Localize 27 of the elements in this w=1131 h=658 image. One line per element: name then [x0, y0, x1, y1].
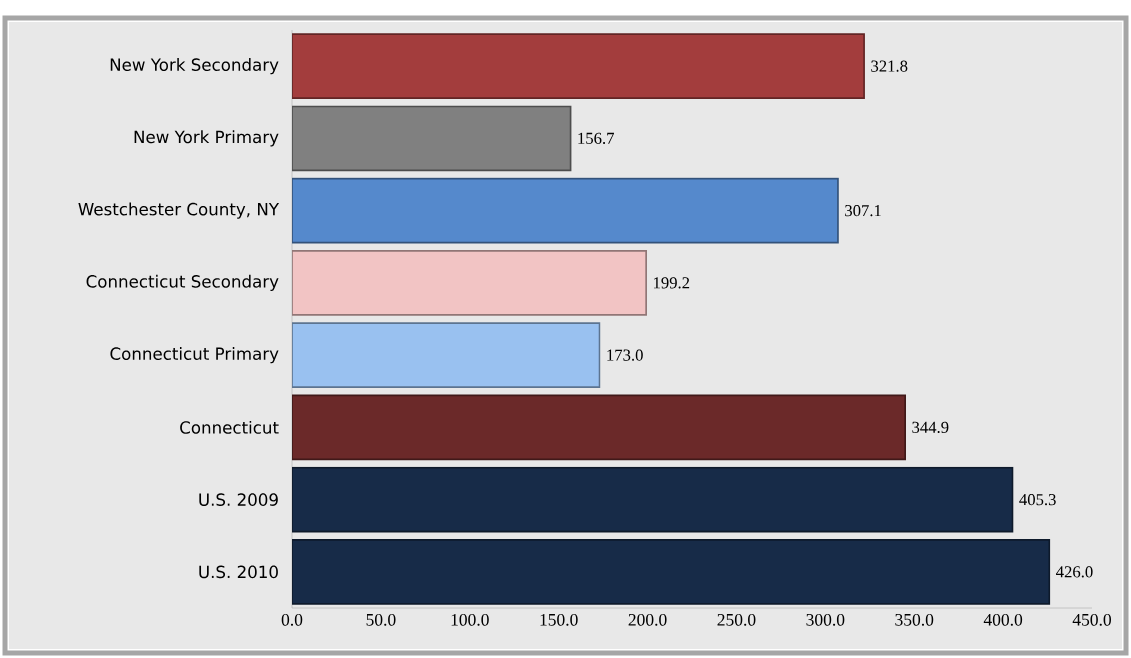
- data-label: 156.7: [578, 132, 615, 145]
- data-label: 173.0: [607, 349, 643, 361]
- y-tick-label: U.S. 2009: [199, 493, 278, 506]
- y-tick-label: Connecticut: [180, 420, 279, 434]
- y-tick-label: Connecticut Primary: [110, 347, 279, 364]
- data-label: 307.1: [845, 204, 881, 217]
- x-tick-label: 350.0: [895, 613, 934, 626]
- y-tick-label: Connecticut Secondary: [86, 274, 279, 291]
- x-tick-label: 300.0: [806, 613, 845, 626]
- y-tick-label: Westchester County, NY: [78, 202, 280, 219]
- data-label: 344.9: [912, 421, 949, 434]
- bar: [292, 250, 647, 316]
- x-tick-label: 400.0: [983, 613, 1023, 626]
- x-tick-label: 100.0: [451, 613, 489, 626]
- x-tick-label: 250.0: [717, 613, 756, 626]
- y-tick-label: New York Primary: [134, 130, 279, 147]
- data-label: 405.3: [1019, 493, 1056, 506]
- x-tick-label: 150.0: [540, 613, 578, 626]
- data-label: 321.8: [871, 60, 908, 72]
- data-label: 426.0: [1056, 566, 1093, 578]
- x-tick-label: 200.0: [628, 613, 667, 626]
- x-tick-label: 50.0: [366, 613, 396, 626]
- y-tick-label: New York Secondary: [110, 58, 279, 75]
- x-tick-label: 0.0: [281, 613, 303, 626]
- y-tick-label: U.S. 2010: [199, 565, 278, 579]
- data-label: 199.2: [653, 277, 690, 289]
- x-tick-label: 450.0: [1072, 613, 1112, 626]
